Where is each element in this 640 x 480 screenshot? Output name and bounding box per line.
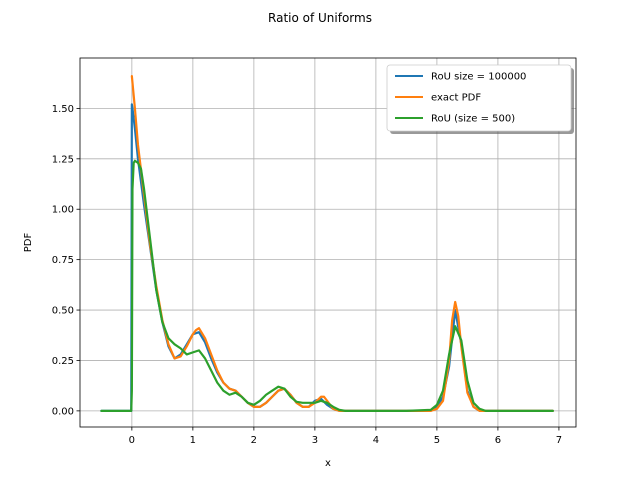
x-axis-label: x xyxy=(325,458,331,469)
x-tick-label: 4 xyxy=(373,435,379,446)
y-tick-label: 0.00 xyxy=(52,406,74,417)
x-tick-label: 5 xyxy=(434,435,440,446)
plot-lines xyxy=(100,75,554,412)
y-axis-label: PDF xyxy=(23,233,34,253)
y-tick-label: 0.25 xyxy=(52,356,74,367)
legend-box xyxy=(386,64,572,132)
legend-label-exact-pdf: exact PDF xyxy=(431,93,481,104)
legend-label-rou-500: RoU (size = 500) xyxy=(431,114,515,125)
plot-frame xyxy=(79,57,577,428)
legend-label-rou-100000: RoU size = 100000 xyxy=(431,72,526,83)
x-tick-label: 2 xyxy=(251,435,257,446)
legend: RoU size = 100000 exact PDF RoU (size = … xyxy=(386,64,574,134)
y-tick-label: 1.50 xyxy=(52,104,74,115)
chart-title: Ratio of Uniforms xyxy=(268,11,372,25)
y-tick-label: 0.50 xyxy=(52,306,74,317)
x-tick-label: 7 xyxy=(556,435,562,446)
x-tick-label: 0 xyxy=(129,435,135,446)
line-exact-pdf xyxy=(130,75,554,412)
x-tick-label: 6 xyxy=(495,435,501,446)
y-tick-label: 1.00 xyxy=(52,205,74,216)
y-axis-ticks: 0.00 0.25 0.50 0.75 1.00 1.25 1.50 xyxy=(52,104,80,417)
x-tick-label: 3 xyxy=(312,435,318,446)
y-tick-label: 1.25 xyxy=(52,154,74,165)
y-tick-label: 0.75 xyxy=(52,255,74,266)
line-rou-500 xyxy=(100,159,554,412)
x-tick-label: 1 xyxy=(190,435,196,446)
x-axis-ticks: 0 1 2 3 4 5 6 7 xyxy=(129,427,562,446)
